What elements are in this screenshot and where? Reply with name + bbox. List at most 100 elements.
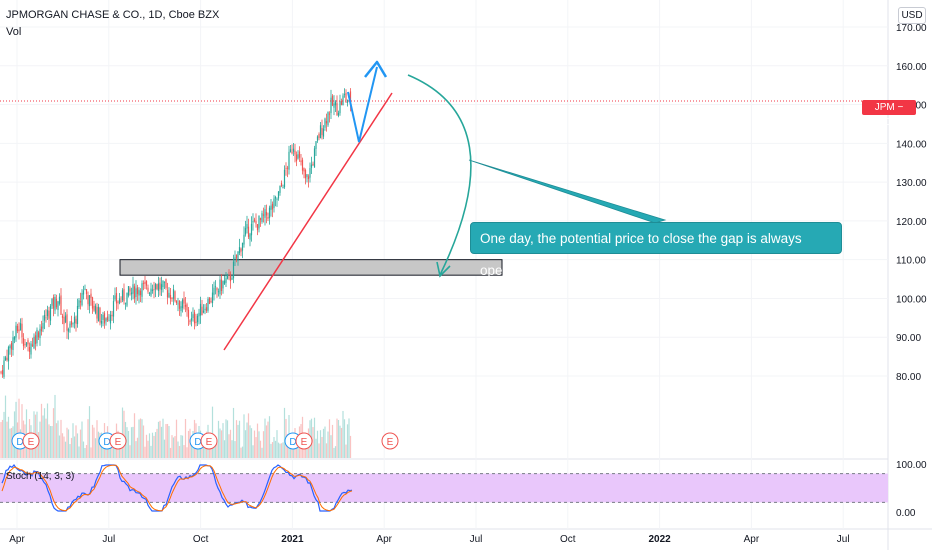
- volume-bar: [283, 407, 286, 458]
- candle-body: [30, 343, 32, 355]
- candle-body: [142, 282, 145, 284]
- candle-body: [319, 125, 322, 139]
- candle-layer: [0, 88, 352, 379]
- candle-body: [238, 247, 241, 254]
- volume-bar: [336, 418, 338, 458]
- candle-body: [136, 287, 139, 295]
- volume-bar: [46, 403, 49, 458]
- candle-body: [72, 323, 74, 325]
- x-tick-label: Jul: [102, 534, 115, 545]
- candle-body: [309, 168, 311, 178]
- volume-bar: [262, 431, 265, 458]
- volume-bar: [52, 408, 55, 458]
- candle-body: [178, 300, 181, 309]
- volume-bar: [243, 414, 245, 458]
- candle-body: [148, 293, 151, 295]
- candle-body: [223, 280, 226, 284]
- candle-body: [97, 306, 100, 321]
- y-tick-label: 170.00: [896, 23, 927, 34]
- candle-body: [324, 118, 326, 128]
- volume-bar: [325, 443, 328, 458]
- candle-body: [6, 357, 8, 360]
- candle-body: [228, 272, 230, 274]
- volume-bar: [1, 419, 4, 458]
- volume-bar: [64, 441, 67, 458]
- volume-bar: [247, 413, 250, 458]
- volume-bar: [66, 427, 68, 458]
- volume-bar: [18, 398, 20, 458]
- stoch-layer: [0, 464, 888, 512]
- candle-body: [81, 293, 83, 306]
- volume-bar: [153, 435, 155, 458]
- volume-bar: [237, 424, 239, 458]
- candle-body: [120, 300, 122, 302]
- candle-body: [19, 323, 22, 331]
- currency-button[interactable]: USD: [898, 7, 926, 24]
- volume-bar: [63, 436, 65, 458]
- volume-bar: [70, 437, 73, 458]
- candle-body: [159, 282, 161, 290]
- gap-layer: [119, 259, 503, 276]
- candle-body: [42, 323, 44, 329]
- earnings-marker: E: [22, 432, 40, 450]
- candle-body: [106, 316, 109, 321]
- candle-body: [58, 296, 61, 304]
- candle-body: [262, 214, 265, 216]
- volume-bar: [184, 418, 187, 458]
- volume-bar: [171, 435, 173, 458]
- candle-body: [174, 291, 176, 301]
- x-tick-label: Jul: [470, 534, 483, 545]
- candle-body: [3, 360, 5, 377]
- volume-bar: [282, 442, 284, 458]
- candle-body: [156, 284, 158, 290]
- candle-body: [103, 313, 106, 324]
- candle-body: [334, 101, 337, 106]
- volume-bar: [327, 431, 329, 458]
- candle-body: [217, 291, 220, 293]
- candle-body: [234, 257, 236, 260]
- candle-body: [33, 336, 35, 349]
- volume-bar: [58, 435, 61, 458]
- dividend-marker-label: D: [194, 437, 201, 448]
- callout-note[interactable]: One day, the potential price to close th…: [470, 222, 842, 278]
- stochastic-label[interactable]: Stoch (14, 3, 3): [6, 471, 75, 482]
- candle-body: [94, 305, 97, 314]
- candle-body: [55, 298, 58, 308]
- candle-body: [75, 318, 77, 324]
- candle-body: [279, 185, 281, 193]
- candle-body: [184, 304, 187, 307]
- y-tick-label: 110.00: [896, 256, 926, 267]
- volume-bar: [9, 428, 11, 458]
- candle-body: [237, 251, 239, 261]
- candle-body: [162, 280, 164, 288]
- candle-body: [91, 297, 94, 309]
- candle-body: [109, 314, 112, 324]
- volume-bar: [202, 438, 205, 458]
- candle-body: [220, 279, 223, 291]
- candle-body: [64, 315, 67, 323]
- candle-body: [204, 308, 206, 310]
- volume-bar: [219, 428, 221, 458]
- candle-body: [90, 293, 92, 298]
- volume-bar: [57, 420, 59, 458]
- x-tick-label: Oct: [193, 534, 209, 545]
- candle-body: [9, 345, 11, 349]
- candle-body: [166, 290, 169, 298]
- candle-body: [294, 150, 296, 155]
- earnings-marker-circle: [381, 432, 399, 450]
- volume-bar: [253, 430, 256, 458]
- volume-bar: [345, 444, 347, 458]
- stochastic-k-line: [1, 464, 353, 512]
- candle-body: [12, 337, 14, 351]
- candle-body: [45, 317, 47, 319]
- volume-bar: [264, 418, 266, 458]
- candle-body: [283, 169, 286, 188]
- volume-bar: [196, 442, 199, 458]
- candle-body: [100, 320, 103, 324]
- candle-body: [186, 304, 188, 311]
- volume-bar: [82, 441, 85, 458]
- stochastic-d-line: [1, 464, 353, 512]
- volume-bar: [130, 427, 133, 458]
